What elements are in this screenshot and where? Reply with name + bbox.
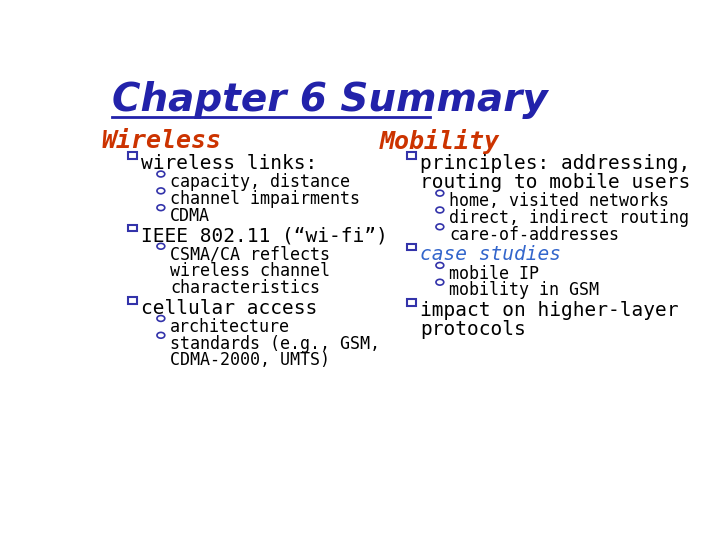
Text: home, visited networks: home, visited networks [449,192,670,211]
Text: principles: addressing,: principles: addressing, [420,154,690,173]
Text: care-of-addresses: care-of-addresses [449,226,619,244]
Text: IEEE 802.11 (“wi-fi”): IEEE 802.11 (“wi-fi”) [141,226,388,245]
Text: Mobility: Mobility [380,129,500,154]
Text: Wireless: Wireless [101,129,221,153]
Text: routing to mobile users: routing to mobile users [420,173,690,192]
Text: CDMA: CDMA [171,207,210,225]
Text: mobile IP: mobile IP [449,265,539,282]
Text: CSMA/CA reflects: CSMA/CA reflects [171,246,330,264]
Text: protocols: protocols [420,320,526,339]
Text: Chapter 6 Summary: Chapter 6 Summary [112,82,548,119]
Text: channel impairments: channel impairments [171,190,360,208]
Text: direct, indirect routing: direct, indirect routing [449,209,689,227]
Text: CDMA-2000, UMTS): CDMA-2000, UMTS) [171,352,330,369]
Text: capacity, distance: capacity, distance [171,173,351,191]
Text: wireless channel: wireless channel [171,262,330,280]
Text: mobility in GSM: mobility in GSM [449,281,599,299]
Text: impact on higher-layer: impact on higher-layer [420,301,679,320]
Text: architecture: architecture [171,318,290,336]
Text: cellular access: cellular access [141,299,318,318]
Text: case studies: case studies [420,246,562,265]
Text: wireless links:: wireless links: [141,154,318,173]
Text: characteristics: characteristics [171,279,320,297]
Text: standards (e.g., GSM,: standards (e.g., GSM, [171,334,380,353]
